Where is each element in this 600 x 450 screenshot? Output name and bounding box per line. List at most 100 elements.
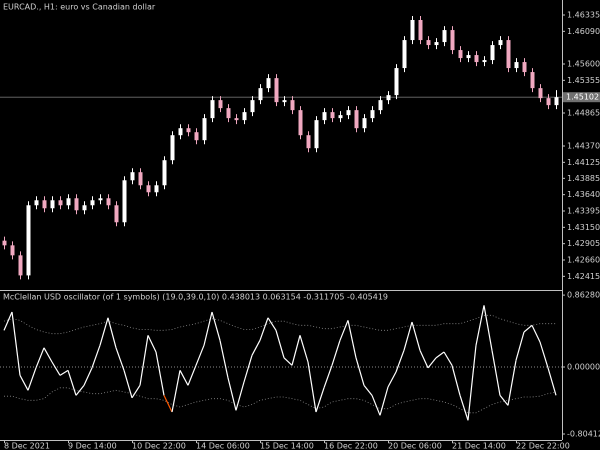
- oscillator-segment: [27, 367, 37, 391]
- oscillator-segment: [315, 387, 325, 413]
- candle-body: [434, 42, 439, 46]
- candle-body: [114, 205, 119, 223]
- candle-body: [458, 50, 463, 59]
- candle-body: [370, 110, 375, 119]
- candle-body: [266, 78, 271, 89]
- oscillator-segment: [323, 365, 333, 389]
- y-tick-label: 1.45600: [567, 60, 600, 69]
- oscillator-segment: [347, 320, 357, 358]
- oscillator-segment: [219, 340, 229, 378]
- oscillator-segment: [507, 360, 517, 406]
- oscillator-segment: [227, 377, 237, 411]
- candle-body: [402, 40, 407, 69]
- oscillator-segment: [291, 335, 301, 366]
- oscillator-segment: [387, 371, 397, 388]
- x-tick-label: 14 Dec 06:00: [196, 442, 250, 450]
- x-tick-label: 9 Dec 14:00: [68, 442, 117, 450]
- band-line: [3, 314, 556, 335]
- oscillator-segment: [91, 345, 101, 369]
- candle-body: [274, 78, 279, 103]
- oscillator-segment: [483, 305, 493, 351]
- oscillator-segment: [131, 385, 141, 399]
- oscillator-segment: [331, 340, 341, 366]
- x-tick-label: 20 Dec 06:00: [388, 442, 442, 450]
- oscillator-segment: [363, 384, 373, 396]
- oscillator-segment: [371, 395, 381, 416]
- x-tick-label: 21 Dec 14:00: [452, 442, 506, 450]
- candle-body: [146, 185, 151, 193]
- oscillator-segment: [451, 365, 461, 396]
- current-price-label: 1.45102: [566, 93, 599, 102]
- oscillator-segment: [531, 325, 541, 343]
- candle-body: [330, 112, 335, 119]
- candle-body: [474, 55, 479, 63]
- x-tick-label: 22 Dec 22:00: [516, 442, 570, 450]
- candle-body: [2, 240, 7, 246]
- y-tick-label: 1.43885: [567, 174, 600, 183]
- oscillator-segment: [147, 335, 157, 353]
- candle-body: [482, 60, 487, 63]
- y-tick-label: 1.42660: [567, 256, 600, 265]
- oscillator-segment: [307, 361, 317, 413]
- candle-body: [378, 100, 383, 111]
- candle-body: [354, 110, 359, 129]
- oscillator-segment: [243, 355, 253, 383]
- candle-body: [226, 108, 231, 119]
- candle-body: [322, 112, 327, 121]
- candle-body: [90, 200, 95, 206]
- oscillator-segment: [123, 370, 133, 399]
- y-tick-label: 1.46335: [567, 11, 600, 20]
- oscillator-segment: [523, 324, 533, 333]
- oscillator-segment: [395, 350, 405, 373]
- candle-body: [338, 115, 343, 119]
- y-tick-label: 1.44125: [567, 158, 600, 167]
- candle-body: [58, 200, 63, 206]
- candle-body: [138, 172, 143, 186]
- oscillator-segment: [267, 317, 277, 331]
- oscillator-segment: [195, 345, 205, 366]
- oscillator-segment: [19, 375, 29, 391]
- candle-body: [218, 100, 223, 109]
- oscillator-segment: [547, 367, 557, 396]
- oscillator-segment: [283, 357, 293, 366]
- candle-body: [298, 110, 303, 136]
- candle-body: [386, 95, 391, 101]
- oscillator-segment: [435, 351, 445, 359]
- y-tick-label: 1.42415: [567, 272, 600, 281]
- oscillator-segment: [187, 365, 197, 386]
- candle-body: [106, 198, 111, 206]
- candle-body: [130, 172, 135, 181]
- oscillator-segment: [499, 394, 509, 406]
- oscillator-segment: [59, 369, 69, 376]
- candle-body: [34, 200, 39, 206]
- candle-body: [490, 45, 495, 61]
- oscillator-segment: [443, 351, 453, 366]
- candle-body: [10, 245, 15, 256]
- candle-body: [450, 30, 455, 51]
- oscillator-segment: [251, 340, 261, 356]
- candle-body: [250, 100, 255, 113]
- oscillator-segment: [235, 381, 245, 411]
- candle-body: [394, 68, 399, 96]
- candle-body: [554, 97, 559, 106]
- candle-body: [506, 40, 511, 69]
- y-tick-label: 1.44865: [567, 109, 600, 118]
- x-tick-label: 8 Dec 2021: [4, 442, 50, 450]
- candle-body: [306, 135, 311, 149]
- band-line: [4, 387, 557, 414]
- y-tick-label: 1.43395: [567, 207, 600, 216]
- candle-body: [186, 128, 191, 133]
- candle-body: [546, 98, 551, 106]
- y-tick-label: 1.46090: [567, 27, 600, 36]
- oscillator-segment: [115, 347, 125, 371]
- oscillator-segment: [139, 335, 149, 386]
- oscillator-segment: [35, 347, 45, 369]
- candle-body: [122, 180, 127, 223]
- candle-body: [290, 100, 295, 111]
- oscillator-segment: [475, 305, 485, 346]
- candle-body: [170, 135, 175, 161]
- candle-body: [98, 198, 103, 201]
- chart-title: EURCAD., H1: euro vs Canadian dollar: [3, 3, 156, 12]
